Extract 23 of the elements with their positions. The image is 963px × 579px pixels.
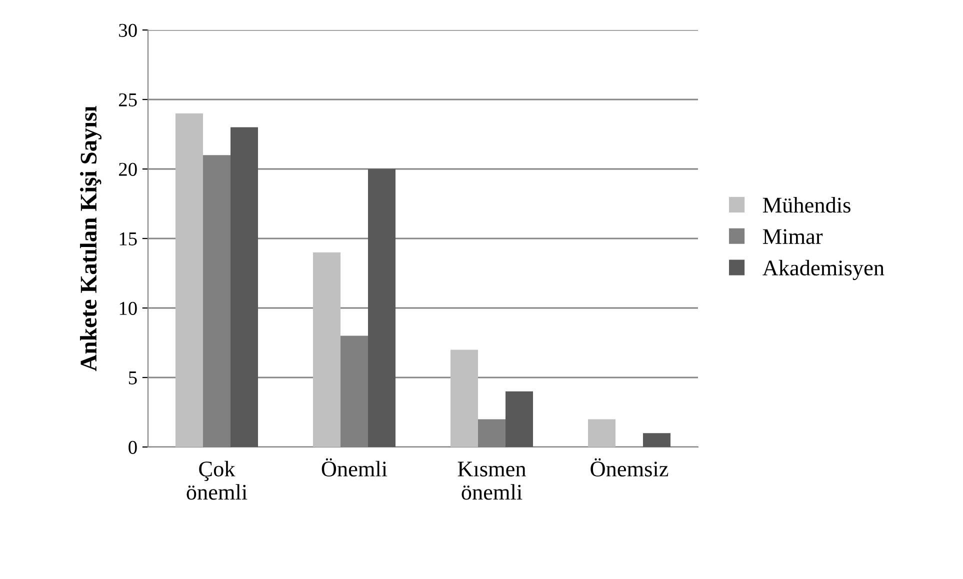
y-tick-label: 20 [118, 162, 137, 176]
x-tick-label: Önemli [322, 458, 388, 477]
legend-label: Mühendis [762, 197, 850, 213]
x-tick-label: Çok önemli [186, 460, 248, 500]
y-tick-label: 0 [128, 440, 137, 454]
bar [313, 252, 340, 447]
bar [450, 350, 478, 447]
bar [588, 419, 616, 447]
bar [176, 113, 203, 447]
y-tick-label: 15 [120, 232, 137, 246]
bar [230, 127, 258, 447]
y-tick-label: 30 [119, 24, 137, 37]
bar [643, 433, 670, 447]
legend-label: Mimar [762, 229, 823, 244]
x-tick-label: Önemsiz [590, 458, 668, 477]
bar [506, 391, 533, 447]
legend-label: Akademisyen [762, 260, 884, 280]
x-tick-label: Kısmen önemli [458, 462, 526, 500]
bar [368, 169, 396, 447]
y-tick-label: 10 [120, 302, 137, 315]
y-tick-label: 25 [118, 93, 137, 106]
y-axis-title: Ankete Katılan Kişi Sayısı [80, 106, 102, 372]
y-tick-label: 5 [128, 372, 137, 384]
